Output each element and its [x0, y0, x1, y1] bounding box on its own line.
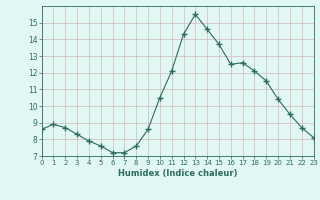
- X-axis label: Humidex (Indice chaleur): Humidex (Indice chaleur): [118, 169, 237, 178]
